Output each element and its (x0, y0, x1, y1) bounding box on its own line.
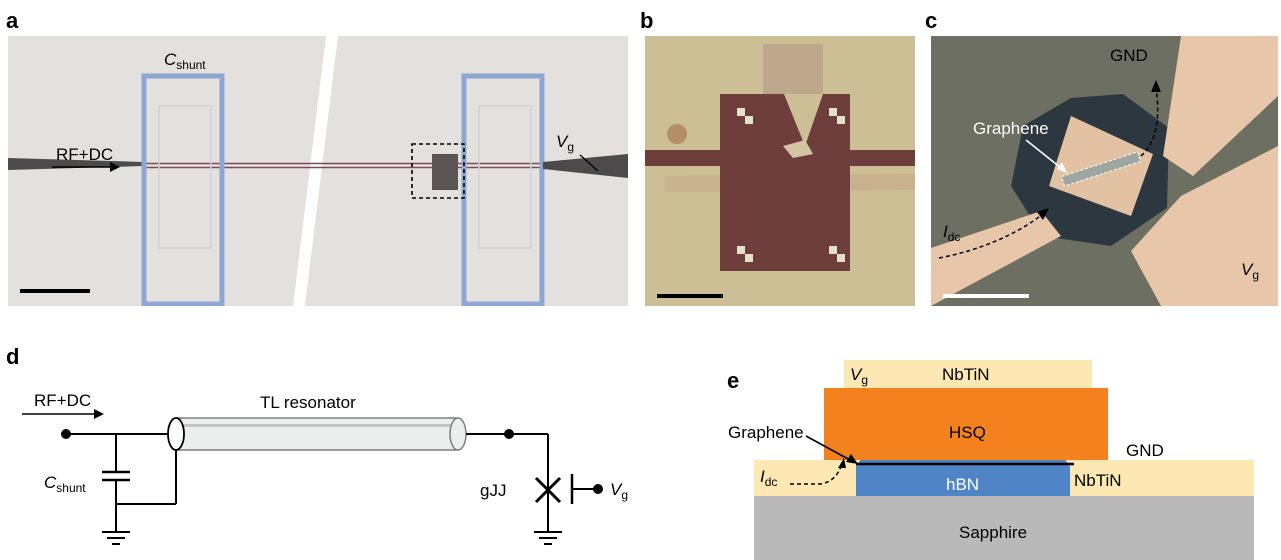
panel-e-vg-label: Vg (850, 365, 868, 387)
panel-e-idc-label: Idc (760, 467, 777, 489)
hsq-layer (824, 388, 1108, 460)
panel-d-cshunt-label: Cshunt (44, 473, 86, 495)
hbn-layer (856, 458, 1070, 496)
panel-d-letter: d (6, 344, 20, 369)
panel-e-graphene-label: Graphene (728, 423, 804, 442)
panel-d-tl-label: TL resonator (260, 393, 356, 412)
panel-e-hsq-label: HSQ (949, 423, 986, 442)
panel-c-vg-label: Vg (1241, 260, 1259, 282)
nbtin-top (844, 360, 1092, 388)
panel-c-letter: c (925, 8, 938, 33)
panel-b-micrograph (645, 36, 915, 306)
panel-e-nbtin-top-label: NbTiN (942, 365, 990, 384)
panel-b-scale-bar (657, 294, 723, 298)
panel-e-sapphire-label: Sapphire (959, 523, 1027, 542)
panel-e-hbn-label: hBN (946, 475, 979, 494)
panel-b-letter: b (640, 8, 654, 33)
panel-a-vg-label: Vg (556, 132, 574, 154)
panel-e-letter: e (727, 368, 740, 393)
panel-a-cshunt-label: Cshunt (164, 50, 206, 72)
panel-e-nbtin-right-label: NbTiN (1074, 471, 1122, 490)
sapphire-layer (754, 496, 1254, 560)
panel-c-graphene-label: Graphene (973, 119, 1049, 138)
panel-d-vg-label: Vg (610, 480, 628, 502)
panel-c-gnd-label: GND (1110, 46, 1148, 65)
panel-c-idc-label: Idc (943, 222, 960, 244)
panel-a-letter: a (6, 8, 19, 33)
panel-a-micrograph: RF+DC Cshunt Vg (8, 36, 628, 306)
panel-c-scale-bar (943, 294, 1029, 298)
panel-c-photo: GND Graphene Idc Vg (931, 36, 1278, 306)
panel-d-circuit: RF+DC Cshunt TL resonator gJJ Vg (22, 391, 628, 545)
panel-d-gjj-label: gJJ (480, 481, 506, 500)
panel-d-rfdc-label: RF+DC (34, 391, 91, 410)
panel-a-rfdc-label: RF+DC (56, 145, 113, 164)
panel-e-gnd-label: GND (1126, 441, 1164, 460)
panel-e-cross-section: Sapphire hBN HSQ NbTiN Vg Graphene GND N… (728, 360, 1254, 560)
panel-a-scale-bar (20, 289, 90, 293)
nbtin-bottom-right (1062, 460, 1254, 496)
